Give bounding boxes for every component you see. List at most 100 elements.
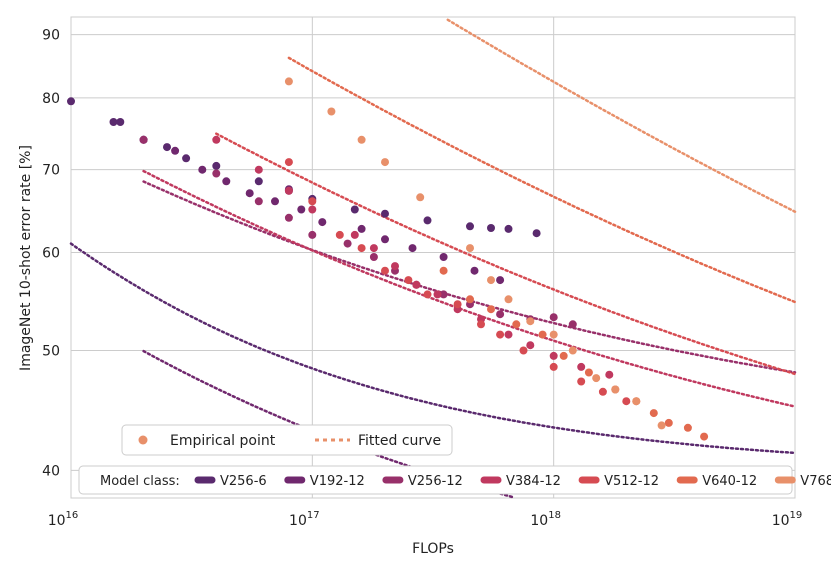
point-v512-12 <box>549 362 558 371</box>
fit-curve-v512-12 <box>215 132 797 376</box>
point-v256-12 <box>343 239 352 248</box>
point-v512-12 <box>404 276 413 285</box>
point-v768-12 <box>357 135 366 144</box>
x-tick-label: 1018 <box>530 510 561 529</box>
point-v640-12 <box>487 305 495 314</box>
plot-area <box>70 16 796 499</box>
empirical-point-swatch <box>138 435 148 445</box>
point-v256-6 <box>116 118 125 126</box>
y-tick-label: 50 <box>42 344 60 360</box>
point-v384-12 <box>284 186 293 195</box>
point-v768-12 <box>611 385 620 394</box>
point-v768-12 <box>381 158 389 167</box>
point-v256-6 <box>466 222 474 231</box>
point-v256-12 <box>568 320 577 329</box>
point-v512-12 <box>423 290 432 299</box>
empirical-point-label: Empirical point <box>170 433 276 449</box>
point-v256-12 <box>139 135 148 144</box>
point-v192-12 <box>439 253 448 261</box>
point-v768-12 <box>466 244 474 253</box>
fit-curve-v256-6 <box>69 242 797 455</box>
point-v192-12 <box>381 235 389 244</box>
point-v384-12 <box>605 370 614 379</box>
point-v384-12 <box>526 341 535 350</box>
point-v256-12 <box>549 313 558 322</box>
point-v768-12 <box>632 397 641 406</box>
marker-legend-box <box>121 424 453 456</box>
point-v768-12 <box>487 276 495 285</box>
y-tick-label: 70 <box>42 163 60 179</box>
x-tick-label: 1019 <box>772 510 803 529</box>
point-v512-12 <box>284 158 293 167</box>
x-tick-label: 1016 <box>48 510 79 529</box>
legend-label-v256-6: V256-6 <box>220 474 267 489</box>
model-class-legend-title: Model class: <box>100 474 180 489</box>
point-v192-12 <box>408 244 417 253</box>
point-v192-12 <box>318 218 327 227</box>
point-v640-12 <box>649 409 658 418</box>
model-class-legend-items: V256-6 V192-12 V256-12 V384-12 V512-12 V640-1… <box>194 474 831 489</box>
legend-label-v192-12: V192-12 <box>310 474 365 489</box>
y-tick-label: 60 <box>42 246 60 262</box>
point-v512-12 <box>335 230 344 239</box>
point-v384-12 <box>412 280 421 289</box>
point-v768-12 <box>568 346 577 355</box>
legend-label-v512-12: V512-12 <box>604 474 659 489</box>
fit-curve-v640-12 <box>287 56 797 304</box>
point-v640-12 <box>512 320 521 329</box>
point-v256-12 <box>369 253 378 261</box>
point-v256-12 <box>284 213 293 222</box>
point-v512-12 <box>496 330 505 339</box>
point-v192-12 <box>357 224 366 233</box>
point-v256-6 <box>504 224 513 233</box>
fitted-curve-label: Fitted curve <box>358 433 441 449</box>
x-axis-ticks: 1016 1017 1018 1019 <box>48 510 803 529</box>
point-v512-12 <box>598 387 607 396</box>
point-v384-12 <box>504 330 513 339</box>
point-v768-12 <box>416 193 425 202</box>
marker-legend: Empirical point Fitted curve <box>121 424 453 456</box>
point-v640-12 <box>559 351 568 360</box>
point-v512-12 <box>308 197 317 206</box>
point-v192-12 <box>198 165 207 174</box>
point-v384-12 <box>549 351 558 360</box>
point-v256-12 <box>254 197 263 206</box>
point-v640-12 <box>466 295 474 304</box>
point-v640-12 <box>700 432 709 441</box>
point-v384-12 <box>212 135 221 144</box>
point-v640-12 <box>664 418 673 427</box>
point-v768-12 <box>327 107 336 116</box>
point-v256-12 <box>212 169 221 178</box>
point-v640-12 <box>439 266 448 275</box>
legend-label-v256-12: V256-12 <box>408 474 463 489</box>
y-tick-label: 80 <box>42 91 60 107</box>
fit-curve-v384-12 <box>142 169 797 408</box>
point-v192-12 <box>470 266 479 275</box>
point-v256-6 <box>381 209 389 218</box>
point-v768-12 <box>504 295 513 304</box>
empirical-points <box>67 77 709 441</box>
point-v512-12 <box>477 320 485 329</box>
point-v384-12 <box>369 244 378 253</box>
point-v640-12 <box>538 330 547 339</box>
legend-label-v640-12: V640-12 <box>702 474 757 489</box>
x-axis-label: FLOPs <box>412 541 454 557</box>
point-v256-6 <box>182 154 191 163</box>
fit-curve-v768-12 <box>446 18 797 213</box>
point-v384-12 <box>350 230 359 239</box>
point-v384-12 <box>391 262 399 271</box>
point-v384-12 <box>577 362 586 371</box>
point-v768-12 <box>549 330 558 339</box>
point-v768-12 <box>657 421 666 430</box>
point-v256-6 <box>109 118 118 126</box>
y-axis-label: ImageNet 10-shot error rate [%] <box>18 145 34 371</box>
point-v512-12 <box>577 377 586 386</box>
point-v192-12 <box>271 197 279 206</box>
point-v512-12 <box>381 266 389 275</box>
point-v256-6 <box>487 224 495 232</box>
y-axis-ticks: 40 50 60 70 80 90 <box>42 28 60 480</box>
point-v256-6 <box>350 205 359 214</box>
x-tick-label: 1017 <box>289 510 320 529</box>
point-v256-12 <box>496 310 505 319</box>
